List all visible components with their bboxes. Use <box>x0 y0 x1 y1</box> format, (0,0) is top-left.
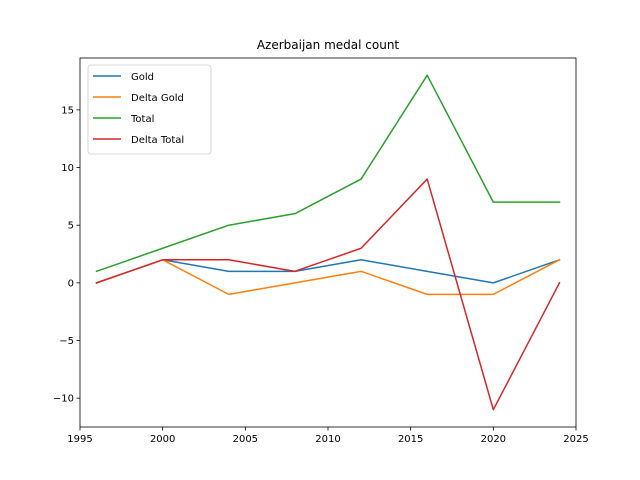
legend-label-3: Delta Total <box>131 135 184 146</box>
y-tick-label-2: 0 <box>68 278 74 289</box>
x-tick-label-6: 2025 <box>563 434 588 445</box>
y-tick-label-1: −5 <box>59 336 74 347</box>
series-line-3 <box>95 178 561 411</box>
x-tick-label-1: 2000 <box>150 434 175 445</box>
series-line-0 <box>95 258 561 284</box>
legend-label-2: Total <box>130 114 154 125</box>
y-tick-label-5: 15 <box>61 105 74 116</box>
chart-title: Azerbaijan medal count <box>257 38 400 52</box>
plot-area: 1995 2000 2005 2010 2015 2020 2025 −10 −5 0 5 10 15 <box>53 57 589 445</box>
y-tick-label-0: −10 <box>53 394 74 405</box>
legend-label-1: Delta Gold <box>131 93 184 104</box>
x-tick-label-2: 2005 <box>233 434 258 445</box>
x-tick-label-5: 2020 <box>481 434 506 445</box>
x-tick-label-4: 2015 <box>398 434 423 445</box>
x-tick-label-0: 1995 <box>67 434 92 445</box>
x-tick-label-3: 2010 <box>315 434 340 445</box>
legend: Gold Delta Gold Total Delta Total <box>87 64 212 155</box>
y-tick-label-4: 10 <box>61 163 74 174</box>
series-line-1 <box>95 258 561 296</box>
legend-box <box>87 64 212 155</box>
series-line-2 <box>95 74 561 273</box>
legend-label-0: Gold <box>131 72 154 83</box>
y-tick-label-3: 5 <box>68 221 74 232</box>
